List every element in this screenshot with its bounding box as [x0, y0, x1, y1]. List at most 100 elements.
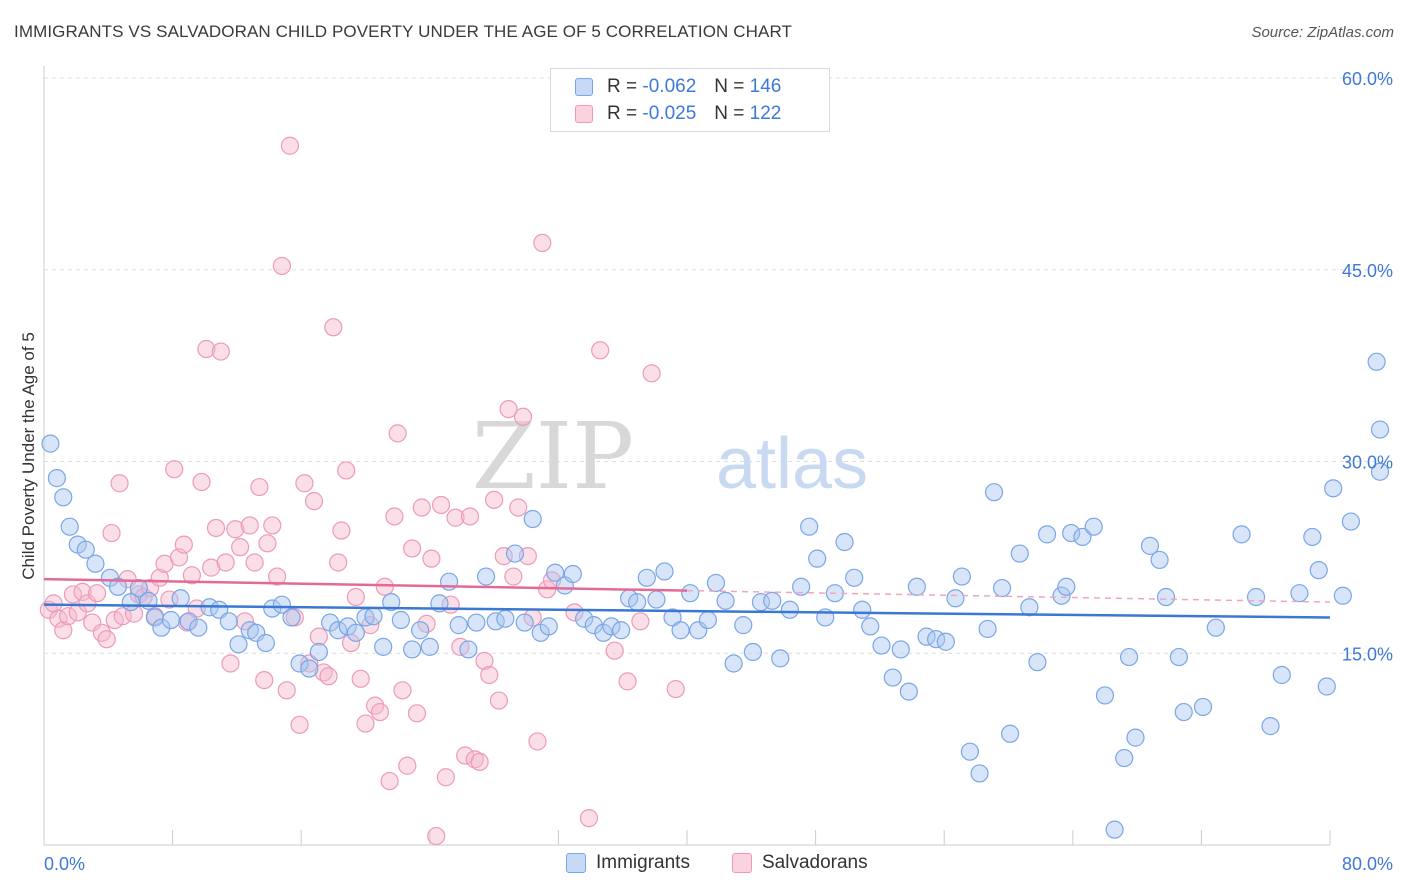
- immigrants-point: [108, 577, 128, 596]
- immigrants-point: [978, 619, 997, 639]
- watermark-atlas: atlas: [716, 424, 868, 504]
- immigrants-point: [706, 573, 726, 593]
- salvadorans-point: [245, 553, 264, 572]
- immigrants-point: [1169, 647, 1188, 667]
- salvadorans-point: [102, 523, 121, 543]
- immigrants-point: [467, 613, 486, 632]
- trend-lines: [43, 577, 1331, 619]
- salvadorans-point: [375, 577, 394, 596]
- salvadorans-point: [533, 233, 552, 253]
- immigrants-point: [272, 595, 292, 614]
- salvadorans-point: [494, 546, 513, 566]
- immigrants-point: [1246, 587, 1266, 607]
- salvadorans-point: [319, 667, 338, 686]
- immigrants-point: [1290, 584, 1309, 603]
- immigrants-point: [189, 618, 208, 637]
- immigrants-point: [1370, 462, 1390, 481]
- immigrants-point: [984, 483, 1004, 502]
- salvadorans-point: [385, 507, 404, 526]
- immigrants-point: [800, 517, 819, 536]
- immigrants-point: [523, 509, 542, 529]
- legend-swatch-immigrants: [575, 78, 593, 96]
- immigrants-point: [1028, 653, 1047, 672]
- salvadorans-point: [631, 612, 650, 631]
- immigrants-point: [505, 544, 525, 563]
- immigrants-point: [1119, 647, 1139, 667]
- salvadorans-point: [250, 477, 269, 497]
- immigrants-point: [41, 434, 60, 453]
- y-axis-label: Child Poverty Under the Age of 5: [19, 332, 38, 580]
- immigrants-point: [584, 616, 603, 635]
- immigrants-point: [300, 659, 319, 678]
- immigrants-point: [515, 613, 534, 632]
- salvadorans-point: [465, 750, 484, 769]
- immigrants-point: [861, 617, 880, 636]
- salvadorans-point: [197, 339, 216, 359]
- immigrants-point: [290, 654, 309, 673]
- legend-r-value: -0.062: [642, 76, 697, 97]
- salvadorans-point: [422, 549, 441, 568]
- salvadorans-point: [97, 630, 116, 649]
- immigrants-point: [628, 593, 647, 612]
- immigrants-point: [1052, 586, 1071, 605]
- immigrants-point: [907, 577, 926, 596]
- immigrants-point: [970, 764, 989, 783]
- salvadorans-point: [460, 507, 480, 526]
- immigrants-point: [716, 591, 735, 610]
- immigrants-point: [845, 568, 864, 587]
- salvadorans-point: [272, 256, 292, 276]
- immigrants-point: [1062, 523, 1081, 543]
- immigrants-point: [835, 532, 854, 552]
- immigrants-point: [1126, 728, 1145, 747]
- salvadorans-point: [255, 670, 274, 690]
- salvadorans-point: [295, 474, 314, 493]
- immigrants-point: [1232, 525, 1251, 544]
- immigrants-point: [171, 589, 190, 608]
- legend-item-salvadorans: Salvadorans: [732, 852, 868, 874]
- watermark: ZIP atlas: [472, 403, 868, 510]
- salvadorans-point: [87, 584, 107, 603]
- salvadorans-point: [504, 567, 523, 586]
- salvadorans-point: [182, 566, 201, 585]
- legend-r-label: R =: [607, 76, 638, 97]
- salvadorans-point: [290, 715, 309, 734]
- immigrants-point: [872, 636, 891, 655]
- immigrants-point: [1367, 352, 1386, 371]
- axes: [43, 66, 1331, 846]
- immigrants-point: [743, 642, 763, 662]
- salvadorans-point: [44, 594, 63, 613]
- salvadorans-point: [579, 809, 599, 828]
- tick-labels: 15.0% 30.0% 45.0% 60.0%: [1342, 69, 1393, 664]
- immigrants-point: [899, 682, 918, 701]
- salvadorans-point: [202, 558, 221, 577]
- immigrants-point: [1309, 561, 1328, 580]
- salvadorans-point: [110, 474, 129, 493]
- salvadorans-point: [480, 665, 499, 685]
- chart-title: IMMIGRANTS VS SALVADORAN CHILD POVERTY U…: [14, 22, 792, 41]
- immigrants-point: [1020, 598, 1039, 617]
- immigrants-point: [763, 591, 782, 610]
- immigrants-point: [219, 612, 238, 631]
- y-tick-label: 60.0%: [1342, 69, 1393, 89]
- immigrants-point: [1057, 577, 1076, 596]
- legend-swatch-salvadorans: [575, 105, 593, 123]
- salvadorans-trend-extension: [686, 589, 1331, 603]
- salvadorans-point: [427, 826, 446, 846]
- immigrants-point: [637, 568, 656, 587]
- immigrants-point: [476, 567, 496, 586]
- salvadorans-point: [59, 607, 78, 626]
- immigrants-point: [539, 617, 558, 636]
- immigrants-point: [780, 600, 799, 619]
- salvadorans-point: [267, 567, 287, 586]
- immigrants-point: [698, 610, 717, 630]
- salvadorans-point: [666, 679, 685, 699]
- immigrants-point: [960, 742, 980, 761]
- legend-n-value: 122: [749, 103, 782, 124]
- immigrants-point: [1010, 544, 1029, 563]
- immigrants-point: [382, 593, 401, 612]
- salvadorans-point: [211, 342, 230, 361]
- immigrants-point: [563, 564, 582, 584]
- immigrants-point: [1206, 618, 1225, 637]
- salvadorans-point: [407, 704, 427, 723]
- salvadorans-point: [356, 714, 375, 733]
